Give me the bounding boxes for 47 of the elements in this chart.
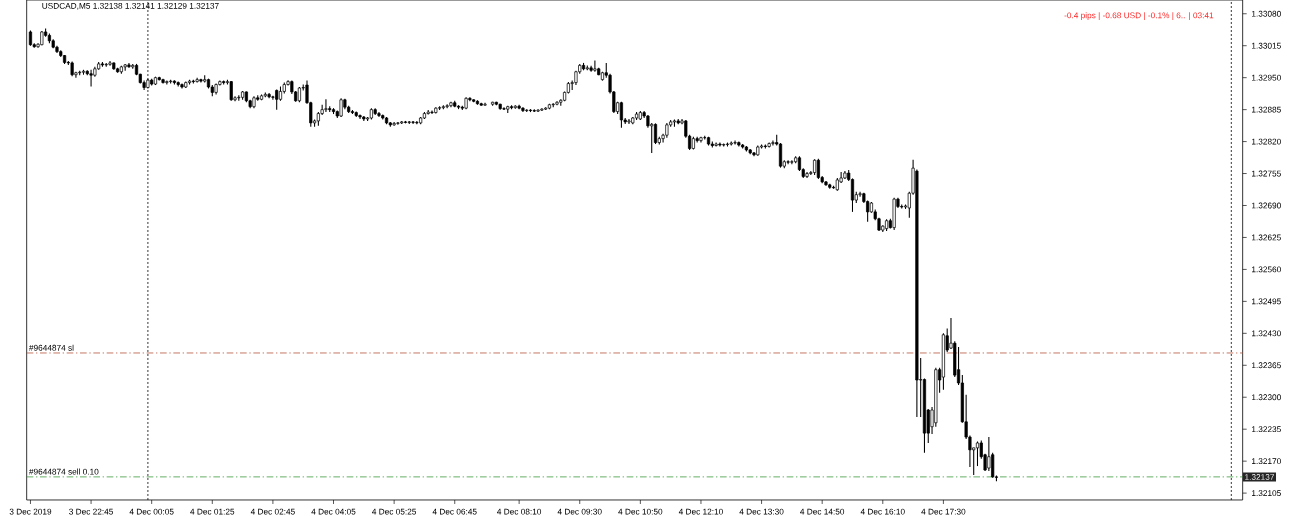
ref-line-label: #9644874 sell 0.10 <box>28 468 99 475</box>
x-tick-label: 4 Dec 05:25 <box>372 508 417 515</box>
x-tick-label: 4 Dec 14:50 <box>800 508 845 515</box>
x-tick-label: 4 Dec 04:05 <box>311 508 356 515</box>
x-tick-label: 4 Dec 08:10 <box>497 508 542 515</box>
candlestick <box>975 440 980 467</box>
x-tick-label: 4 Dec 09:30 <box>557 508 602 515</box>
y-tick-label: 1.32430 <box>1252 330 1281 337</box>
x-tick-label: 4 Dec 00:05 <box>129 508 174 515</box>
y-tick-label: 1.32495 <box>1252 298 1281 305</box>
y-tick-label: 1.32365 <box>1252 362 1281 369</box>
chart-title: USDCAD,M5 1.32138 1.32141 1.32129 1.32137 <box>42 2 219 10</box>
x-tick-label: 3 Dec 22:45 <box>69 508 113 515</box>
y-tick-label: 1.32755 <box>1252 170 1281 177</box>
candlestick <box>593 59 597 73</box>
annotation: -0.4 pips | -0.68 USD | -0.1% | 6.. | 03:41 <box>1064 12 1214 20</box>
ref-line-label: #9644874 sl <box>28 344 74 351</box>
candlestick <box>229 80 233 102</box>
x-tick-label: 4 Dec 12:10 <box>678 508 723 515</box>
y-tick-label: 1.32235 <box>1252 426 1281 433</box>
y-tick-label: 1.32950 <box>1252 74 1281 81</box>
candlestick <box>733 140 737 146</box>
candlestick <box>771 140 775 147</box>
x-tick-label: 4 Dec 17:30 <box>921 508 966 515</box>
y-tick-label: 1.32625 <box>1252 234 1281 241</box>
y-tick-label: 1.33080 <box>1252 10 1281 17</box>
y-tick-label: 1.32885 <box>1252 106 1281 113</box>
y-tick-label: 1.32820 <box>1252 138 1281 145</box>
x-tick-label: 4 Dec 10:50 <box>618 508 663 515</box>
y-tick-label: 1.32560 <box>1252 266 1281 273</box>
candlestick <box>786 159 790 165</box>
x-tick-label: 4 Dec 06:45 <box>432 508 477 515</box>
x-tick-label: 4 Dec 01:25 <box>190 508 235 515</box>
x-tick-label: 4 Dec 02:45 <box>250 508 295 515</box>
y-tick-label: 1.32170 <box>1252 458 1281 465</box>
candlestick <box>89 69 93 88</box>
x-tick-label: 3 Dec 2019 <box>9 508 52 515</box>
candlestick <box>324 98 328 113</box>
y-tick-label: 1.32105 <box>1252 490 1281 497</box>
x-tick-label: 4 Dec 16:10 <box>860 508 905 515</box>
y-tick-label: 1.32300 <box>1252 394 1281 401</box>
y-tick-label: 1.33015 <box>1252 42 1281 49</box>
y-tick-label: 1.32690 <box>1252 202 1281 209</box>
text: 1.32137 <box>1245 474 1274 480</box>
x-tick-label: 4 Dec 13:30 <box>739 508 784 515</box>
candlestick <box>790 159 794 165</box>
candlestick <box>275 88 279 111</box>
